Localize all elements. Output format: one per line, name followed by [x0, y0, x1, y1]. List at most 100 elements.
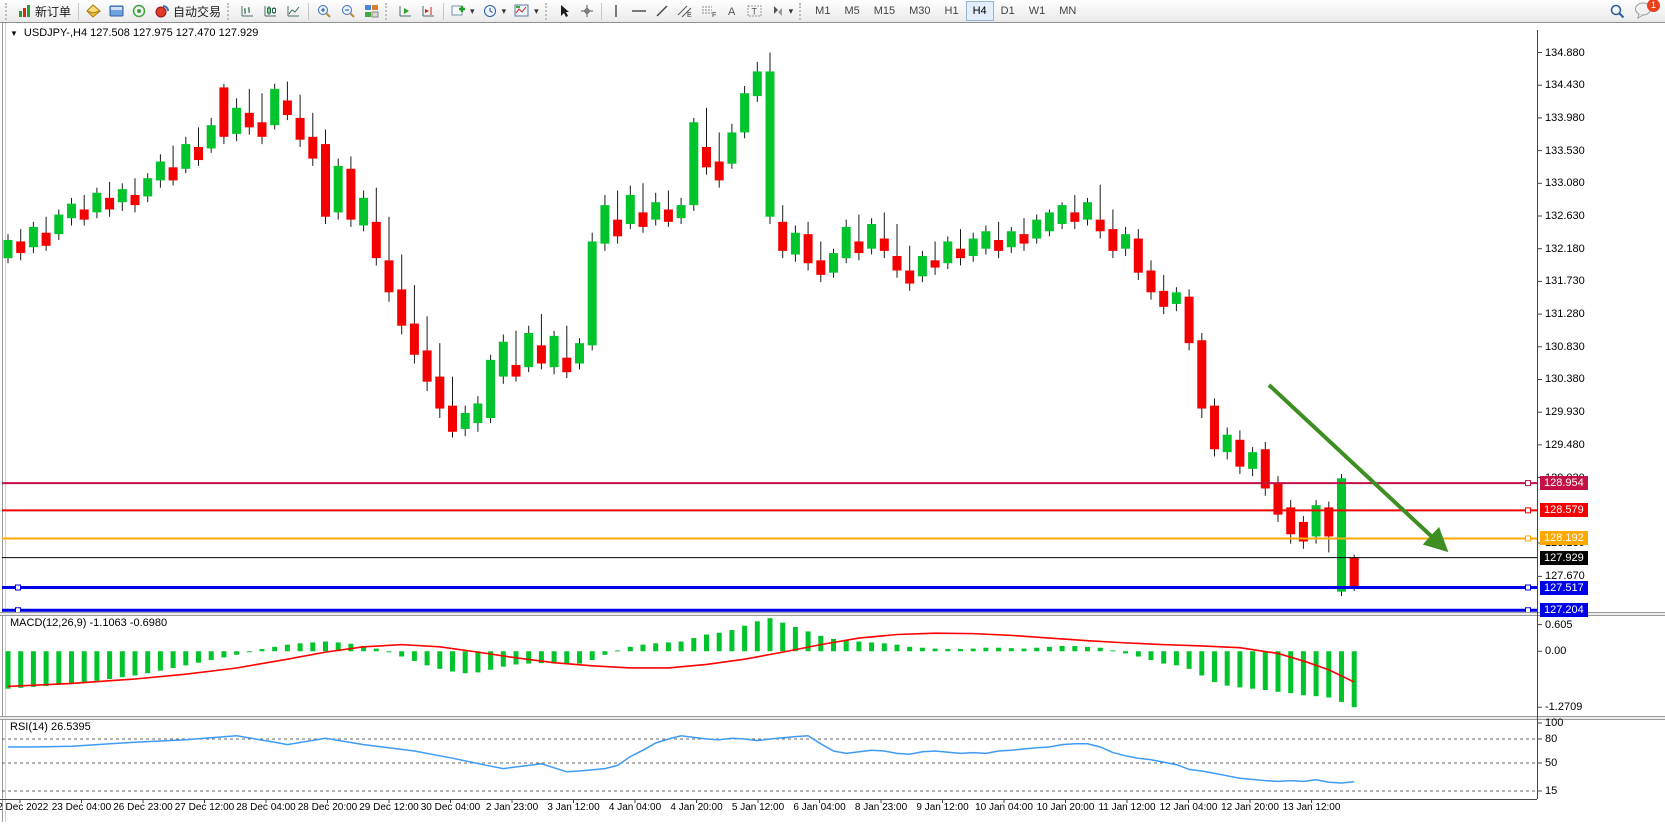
- trendline-button[interactable]: [651, 1, 673, 21]
- periods-button[interactable]: ▾: [479, 1, 511, 21]
- candle-body: [562, 357, 572, 373]
- notifications-button[interactable]: 1: [1630, 0, 1662, 21]
- candle-body: [930, 260, 940, 268]
- text-button[interactable]: A: [721, 1, 743, 21]
- templates-button[interactable]: ▾: [510, 1, 543, 21]
- timeframe-m5-button[interactable]: M5: [844, 5, 860, 17]
- fibonacci-button[interactable]: F: [697, 1, 721, 21]
- crosshair-button[interactable]: [576, 1, 598, 21]
- editor-icon: [86, 4, 102, 18]
- macd-histogram-bar: [716, 632, 722, 652]
- text-label-button[interactable]: T: [743, 1, 766, 21]
- candle-body: [994, 239, 1004, 251]
- zoom-out-button[interactable]: [336, 1, 360, 21]
- macd-histogram-bar: [627, 646, 633, 652]
- macd-histogram-bar: [1034, 647, 1040, 652]
- down-arrow-annotation[interactable]: [1267, 383, 1449, 553]
- timeframe-m30-button[interactable]: M30: [909, 5, 931, 17]
- macd-histogram-bar: [323, 641, 328, 652]
- bar-chart-button[interactable]: [236, 1, 259, 21]
- macd-histogram-bar: [1173, 651, 1179, 666]
- candle-body: [790, 232, 800, 255]
- signals-button[interactable]: [128, 1, 151, 21]
- dropdown-icon: ▾: [534, 5, 539, 16]
- macd-histogram-bar: [157, 651, 163, 671]
- macd-histogram-bar: [1110, 650, 1116, 652]
- equidistant-channel-button[interactable]: E: [673, 1, 697, 21]
- horizontal-line-button[interactable]: [627, 1, 651, 21]
- candle-body: [448, 405, 457, 432]
- macd-histogram-bar: [284, 644, 290, 652]
- window-button[interactable]: [105, 1, 128, 21]
- macd-histogram-bar: [361, 645, 367, 652]
- autotrading-button[interactable]: 自动交易: [151, 1, 225, 21]
- macd-histogram-bar: [704, 634, 709, 652]
- panel-separator[interactable]: [0, 716, 1665, 720]
- timeframe-h4-button[interactable]: H4: [965, 1, 994, 21]
- candle-body: [1222, 434, 1232, 453]
- macd-histogram-bar: [551, 651, 557, 664]
- candle-body: [143, 178, 153, 197]
- timeframe-m15-button[interactable]: M15: [873, 5, 896, 17]
- candle-body: [1324, 507, 1334, 537]
- candle-body: [867, 224, 877, 249]
- timeframe-m1-button[interactable]: M1: [815, 5, 831, 17]
- candlestick-chart-button[interactable]: [259, 1, 282, 21]
- candle-body: [79, 209, 89, 220]
- svg-text:A: A: [728, 6, 736, 18]
- macd-histogram-bar: [170, 651, 176, 668]
- editor-button[interactable]: [82, 1, 105, 21]
- candle-body: [92, 192, 102, 213]
- timeframe-w1-button[interactable]: W1: [1028, 5, 1046, 17]
- arrows-button[interactable]: ▾: [766, 1, 798, 21]
- macd-histogram-bar: [1046, 646, 1052, 652]
- candle-body: [359, 197, 369, 226]
- zoom-in-button[interactable]: [312, 1, 336, 21]
- vertical-line-button[interactable]: [605, 1, 627, 21]
- panel-separator[interactable]: [0, 612, 1665, 616]
- candle-body: [1146, 270, 1156, 293]
- candle-body: [117, 189, 127, 203]
- new-order-button[interactable]: 新订单: [14, 1, 75, 21]
- macd-histogram-bar: [81, 651, 87, 683]
- macd-histogram-bar: [1186, 651, 1192, 669]
- tile-windows-button[interactable]: [360, 1, 383, 21]
- candle-body: [219, 87, 229, 137]
- timeframe-d1-button[interactable]: D1: [1000, 5, 1015, 17]
- macd-histogram-bar: [742, 625, 748, 652]
- indicators-button[interactable]: ▾: [447, 1, 479, 21]
- macd-histogram-bar: [1199, 651, 1205, 676]
- candle-body: [206, 125, 216, 149]
- timeframe-h1-button[interactable]: H1: [944, 5, 959, 17]
- svg-text:F: F: [712, 12, 716, 18]
- macd-histogram-bar: [424, 651, 430, 666]
- line-handle[interactable]: [1525, 507, 1531, 514]
- auto-scroll-button[interactable]: [394, 1, 417, 21]
- macd-histogram-bar: [1135, 651, 1141, 657]
- macd-histogram-bar: [5, 651, 11, 689]
- candle-body: [511, 364, 521, 377]
- line-chart-button[interactable]: [282, 1, 305, 21]
- line-handle[interactable]: [1525, 584, 1531, 591]
- macd-histogram-bar: [754, 621, 760, 652]
- macd-histogram-bar: [1212, 651, 1217, 683]
- candle-body: [232, 107, 242, 134]
- chart-shift-button[interactable]: [417, 1, 440, 21]
- macd-histogram-bar: [1275, 651, 1281, 692]
- candle-body: [1108, 229, 1118, 251]
- candle-body: [1006, 231, 1016, 248]
- macd-histogram-bar: [577, 651, 582, 664]
- candle-body: [1273, 483, 1283, 515]
- candle-body: [1210, 405, 1219, 450]
- line-handle[interactable]: [15, 584, 21, 591]
- timeframe-mn-button[interactable]: MN: [1059, 5, 1077, 17]
- line-handle[interactable]: [1525, 480, 1531, 487]
- line-handle[interactable]: [1525, 535, 1531, 542]
- candle-body: [333, 165, 343, 213]
- cursor-button[interactable]: [554, 1, 576, 21]
- candle-body: [295, 117, 305, 140]
- search-button[interactable]: [1605, 1, 1630, 21]
- candle-body: [879, 238, 889, 251]
